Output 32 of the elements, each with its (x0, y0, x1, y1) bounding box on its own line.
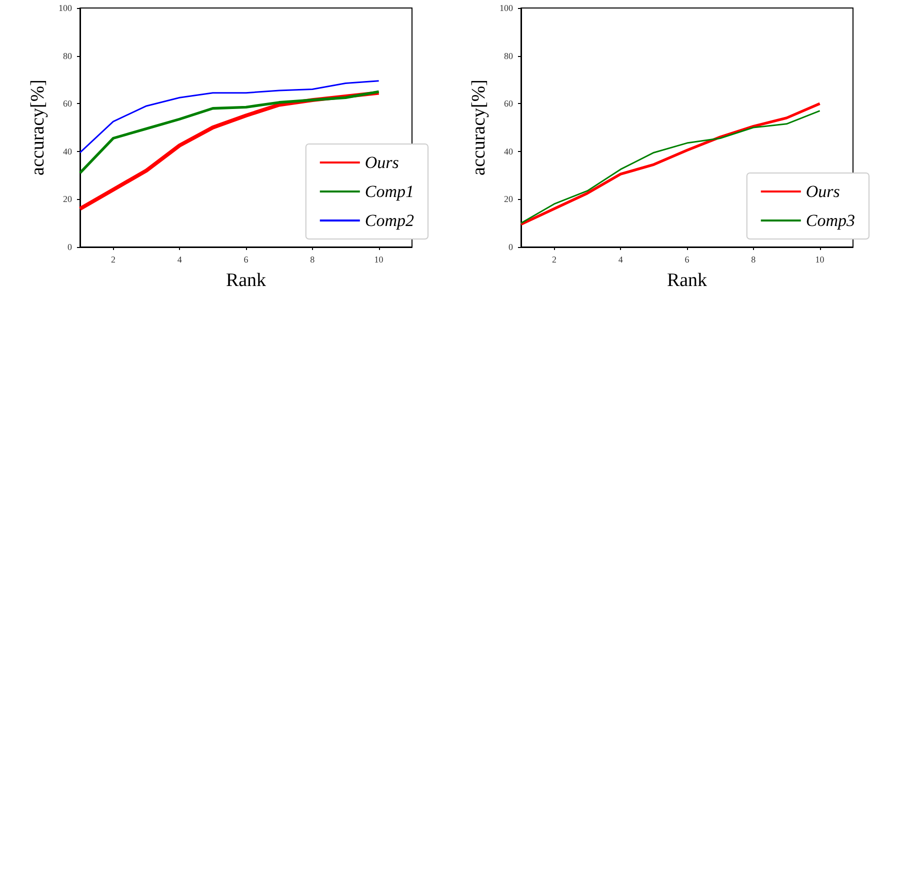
y-tick-label: 80 (63, 50, 72, 61)
x-tick-label: 8 (751, 254, 756, 264)
y-tick-label: 100 (500, 3, 514, 13)
x-tick-label: 6 (244, 254, 249, 264)
x-tick-label: 4 (618, 254, 624, 264)
legend-label: Comp1 (364, 182, 414, 201)
line-series (79, 80, 380, 154)
y-tick-label: 40 (63, 146, 72, 156)
y-tick-label: 0 (508, 242, 514, 252)
x-tick-label: 8 (310, 254, 316, 264)
y-tick-label: 20 (504, 194, 514, 204)
y-tick-label: 100 (58, 3, 72, 13)
legend-label: Comp2 (364, 211, 414, 230)
x-axis-title: Rank (226, 270, 267, 291)
x-tick-label: 6 (684, 254, 690, 264)
legend-label: Comp3 (806, 211, 856, 230)
y-tick-label: 60 (63, 98, 72, 109)
y-tick-label: 40 (504, 146, 514, 156)
y-tick-label: 60 (504, 98, 514, 109)
x-axis-title: Rank (666, 270, 708, 291)
y-tick-label: 0 (68, 242, 72, 252)
y-tick-label: 80 (504, 50, 514, 61)
x-tick-label: 4 (177, 254, 182, 264)
x-tick-label: 10 (374, 254, 384, 264)
legend-label: Ours (364, 153, 400, 172)
x-tick-label: 2 (110, 254, 116, 264)
y-tick-label: 20 (63, 194, 72, 204)
legend-label: Ours (806, 182, 840, 201)
y-axis-title: accuracy[%] (468, 80, 490, 176)
x-tick-label: 2 (552, 254, 556, 264)
y-axis-title: accuracy[%] (28, 80, 49, 176)
x-tick-label: 10 (815, 254, 825, 264)
